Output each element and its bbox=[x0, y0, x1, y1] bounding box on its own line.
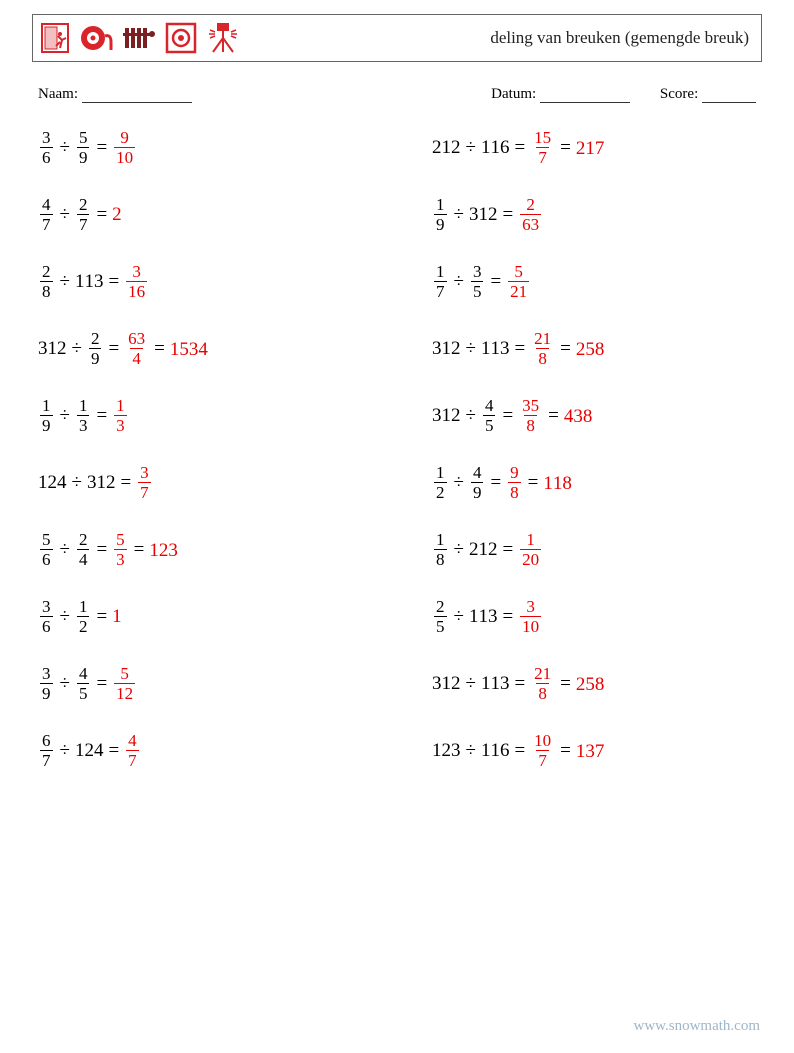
answer: 123 bbox=[149, 539, 178, 559]
score-label: Score: bbox=[660, 86, 698, 102]
answer: 2 bbox=[112, 204, 122, 224]
tripod-light-icon bbox=[205, 20, 241, 56]
problem: 36÷12=1 bbox=[38, 598, 362, 635]
problem: 12÷49=98=118 bbox=[432, 464, 756, 501]
answer: 217 bbox=[576, 137, 605, 157]
divide-op: ÷ bbox=[60, 138, 70, 157]
answer: 47 bbox=[124, 732, 141, 769]
divide-op: ÷ bbox=[60, 272, 70, 291]
date-blank[interactable] bbox=[540, 88, 630, 103]
divide-op: ÷ bbox=[454, 607, 464, 626]
answer: 13 bbox=[112, 397, 129, 434]
problem: 39÷45=512 bbox=[38, 665, 362, 702]
problems-grid: 36÷59=91047÷27=228÷113=316312÷29=634=153… bbox=[32, 129, 762, 769]
problem: 67÷124=47 bbox=[38, 732, 362, 769]
problem: 123÷116=107=137 bbox=[432, 732, 756, 769]
divide-op: ÷ bbox=[454, 473, 464, 492]
divide-op: ÷ bbox=[60, 741, 70, 760]
divide-op: ÷ bbox=[72, 473, 82, 492]
name-field: Naam: bbox=[38, 86, 192, 103]
door-exit-icon bbox=[37, 20, 73, 56]
answer: 120 bbox=[518, 531, 543, 568]
divide-op: ÷ bbox=[454, 272, 464, 291]
reel-icon bbox=[79, 20, 115, 56]
info-row: Naam: Datum: Score: bbox=[38, 86, 756, 103]
answer: 1534 bbox=[170, 338, 208, 358]
answer: 310 bbox=[518, 598, 543, 635]
answer: 53 bbox=[112, 531, 129, 568]
target-box-icon bbox=[163, 20, 199, 56]
problems-column-right: 212÷116=157=217 19÷312=263 17÷35=521 312÷11… bbox=[432, 129, 756, 769]
answer: 107 bbox=[530, 732, 555, 769]
divide-op: ÷ bbox=[454, 540, 464, 559]
divide-op: ÷ bbox=[466, 339, 476, 358]
problem: 17÷35=521 bbox=[432, 263, 756, 300]
answer: 258 bbox=[576, 673, 605, 693]
answer: 218 bbox=[530, 665, 555, 702]
name-blank[interactable] bbox=[82, 88, 192, 103]
problem: 312÷45=358=438 bbox=[432, 397, 756, 434]
score-field: Score: bbox=[660, 86, 756, 103]
problem: 18÷212=120 bbox=[432, 531, 756, 568]
divide-op: ÷ bbox=[60, 406, 70, 425]
problem: 312÷29=634=1534 bbox=[38, 330, 362, 367]
divide-op: ÷ bbox=[466, 741, 476, 760]
answer: 521 bbox=[506, 263, 531, 300]
divide-op: ÷ bbox=[466, 406, 476, 425]
problem: 124÷312=37 bbox=[38, 464, 362, 501]
score-blank[interactable] bbox=[702, 88, 756, 103]
problem: 25÷113=310 bbox=[432, 598, 756, 635]
problem: 56÷24=53=123 bbox=[38, 531, 362, 568]
answer: 137 bbox=[576, 740, 605, 760]
radiator-icon bbox=[121, 20, 157, 56]
answer: 263 bbox=[518, 196, 543, 233]
answer: 512 bbox=[112, 665, 137, 702]
problem: 19÷312=263 bbox=[432, 196, 756, 233]
answer: 218 bbox=[530, 330, 555, 367]
problem: 28÷113=316 bbox=[38, 263, 362, 300]
problem: 312÷113=218=258 bbox=[432, 330, 756, 367]
footer-url: www.snowmath.com bbox=[633, 1018, 760, 1035]
worksheet-header: deling van breuken (gemengde breuk) bbox=[32, 14, 762, 62]
problem: 212÷116=157=217 bbox=[432, 129, 756, 166]
answer: 1 bbox=[112, 606, 122, 626]
answer: 258 bbox=[576, 338, 605, 358]
divide-op: ÷ bbox=[60, 674, 70, 693]
problem: 19÷13=13 bbox=[38, 397, 362, 434]
answer: 634 bbox=[124, 330, 149, 367]
divide-op: ÷ bbox=[72, 339, 82, 358]
date-label: Datum: bbox=[491, 86, 536, 102]
divide-op: ÷ bbox=[466, 138, 476, 157]
divide-op: ÷ bbox=[60, 607, 70, 626]
icon-strip bbox=[37, 20, 241, 56]
answer: 316 bbox=[124, 263, 149, 300]
answer: 118 bbox=[543, 472, 572, 492]
answer: 157 bbox=[530, 129, 555, 166]
divide-op: ÷ bbox=[466, 674, 476, 693]
answer: 910 bbox=[112, 129, 137, 166]
divide-op: ÷ bbox=[60, 540, 70, 559]
problem: 312÷113=218=258 bbox=[432, 665, 756, 702]
answer: 37 bbox=[136, 464, 153, 501]
answer: 358 bbox=[518, 397, 543, 434]
problem: 47÷27=2 bbox=[38, 196, 362, 233]
problem: 36÷59=910 bbox=[38, 129, 362, 166]
divide-op: ÷ bbox=[454, 205, 464, 224]
name-label: Naam: bbox=[38, 86, 78, 102]
date-field: Datum: bbox=[491, 86, 630, 103]
problems-column-left: 36÷59=91047÷27=228÷113=316312÷29=634=153… bbox=[38, 129, 362, 769]
answer: 438 bbox=[564, 405, 593, 425]
worksheet-title: deling van breuken (gemengde breuk) bbox=[490, 28, 753, 48]
divide-op: ÷ bbox=[60, 205, 70, 224]
answer: 98 bbox=[506, 464, 523, 501]
